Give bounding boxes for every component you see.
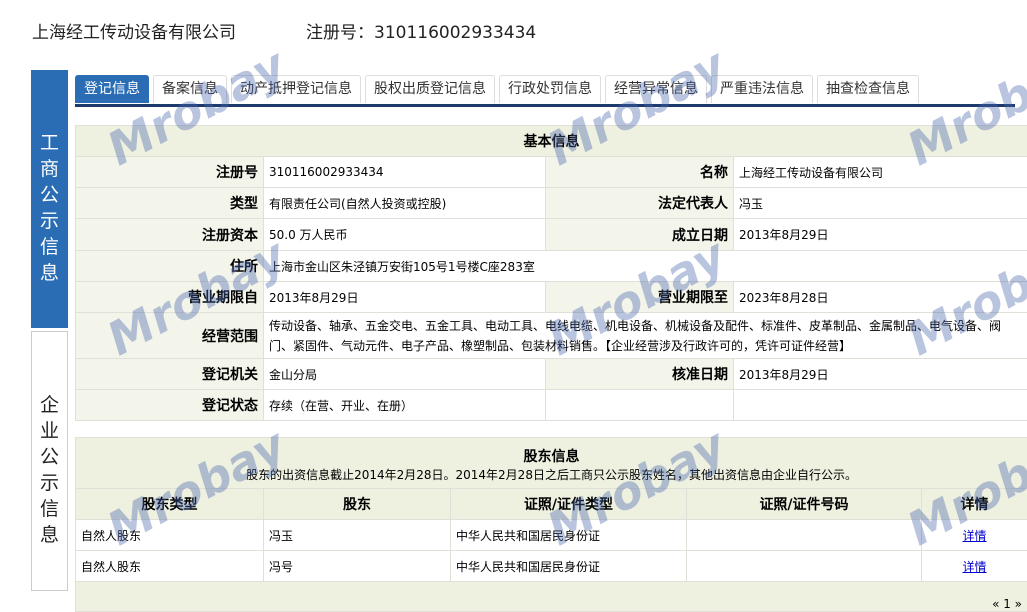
id-type-cell: 中华人民共和国居民身份证 <box>451 520 687 551</box>
label: 核准日期 <box>546 359 734 390</box>
reg-number: 310116002933434 <box>374 23 536 43</box>
table-row: 自然人股东 冯号 中华人民共和国居民身份证 详情 <box>76 551 1027 582</box>
id-type-cell: 中华人民共和国居民身份证 <box>451 551 687 582</box>
tab-filing[interactable]: 备案信息 <box>153 75 227 103</box>
label: 营业期限自 <box>76 282 264 313</box>
type-cell: 自然人股东 <box>76 551 264 582</box>
reg-label: 注册号： <box>306 23 374 43</box>
tab-inspection[interactable]: 抽查检查信息 <box>817 75 919 103</box>
type-value: 有限责任公司(自然人投资或控股) <box>264 188 546 219</box>
type-cell: 自然人股东 <box>76 520 264 551</box>
from-value: 2013年8月29日 <box>264 282 546 313</box>
tab-equity-pledge[interactable]: 股权出质登记信息 <box>365 75 495 103</box>
status-value: 存续（在营、开业、在册） <box>264 390 546 421</box>
shareholder-title: 股东信息 <box>81 448 1022 466</box>
label: 注册资本 <box>76 219 264 251</box>
shareholder-note: 股东的出资信息截止2014年2月28日。2014年2月28日之后工商只公示股东姓… <box>81 466 1022 484</box>
tab-chattel-mortgage[interactable]: 动产抵押登记信息 <box>231 75 361 103</box>
label: 登记机关 <box>76 359 264 390</box>
name-cell: 冯玉 <box>264 520 451 551</box>
reg-no-value: 310116002933434 <box>264 157 546 188</box>
sidebar-item-qiye[interactable]: 企业公示信息 <box>31 331 68 591</box>
label: 成立日期 <box>546 219 734 251</box>
to-value: 2023年8月28日 <box>734 282 1027 313</box>
label: 住所 <box>76 251 264 282</box>
approve-value: 2013年8月29日 <box>734 359 1027 390</box>
name-cell: 冯号 <box>264 551 451 582</box>
id-no-cell <box>687 551 922 582</box>
tab-underline <box>75 104 1015 107</box>
tab-bar: 登记信息 备案信息 动产抵押登记信息 股权出质登记信息 行政处罚信息 经营异常信… <box>75 75 919 103</box>
id-no-cell <box>687 520 922 551</box>
est-value: 2013年8月29日 <box>734 219 1027 251</box>
scope-value: 传动设备、轴承、五金交电、五金工具、电动工具、电线电缆、机电设备、机械设备及配件… <box>264 313 1027 359</box>
col-header: 详情 <box>922 489 1027 520</box>
address-value: 上海市金山区朱泾镇万安街105号1号楼C座283室 <box>264 251 1027 282</box>
col-header: 股东 <box>264 489 451 520</box>
tab-violation[interactable]: 严重违法信息 <box>711 75 813 103</box>
col-header: 股东类型 <box>76 489 264 520</box>
company-name: 上海经工传动设备有限公司 <box>32 23 236 43</box>
basic-info-title: 基本信息 <box>76 126 1027 157</box>
name-value: 上海经工传动设备有限公司 <box>734 157 1027 188</box>
detail-link[interactable]: 详情 <box>963 560 987 574</box>
page-header: 上海经工传动设备有限公司 注册号：310116002933434 <box>32 18 236 43</box>
table-row: 自然人股东 冯玉 中华人民共和国居民身份证 详情 <box>76 520 1027 551</box>
label: 营业期限至 <box>546 282 734 313</box>
authority-value: 金山分局 <box>264 359 546 390</box>
label: 类型 <box>76 188 264 219</box>
label: 法定代表人 <box>546 188 734 219</box>
rep-value: 冯玉 <box>734 188 1027 219</box>
detail-link[interactable]: 详情 <box>963 529 987 543</box>
label: 经营范围 <box>76 313 264 359</box>
tab-abnormal[interactable]: 经营异常信息 <box>605 75 707 103</box>
label: 登记状态 <box>76 390 264 421</box>
tab-registration[interactable]: 登记信息 <box>75 75 149 103</box>
capital-value: 50.0 万人民币 <box>264 219 546 251</box>
col-header: 证照/证件号码 <box>687 489 922 520</box>
pagination[interactable]: « 1 » <box>992 597 1022 611</box>
shareholder-table: 股东信息股东的出资信息截止2014年2月28日。2014年2月28日之后工商只公… <box>75 437 1027 612</box>
tab-penalty[interactable]: 行政处罚信息 <box>499 75 601 103</box>
sidebar-item-gongshang[interactable]: 工商公示信息 <box>31 70 68 328</box>
label: 名称 <box>546 157 734 188</box>
col-header: 证照/证件类型 <box>451 489 687 520</box>
label: 注册号 <box>76 157 264 188</box>
